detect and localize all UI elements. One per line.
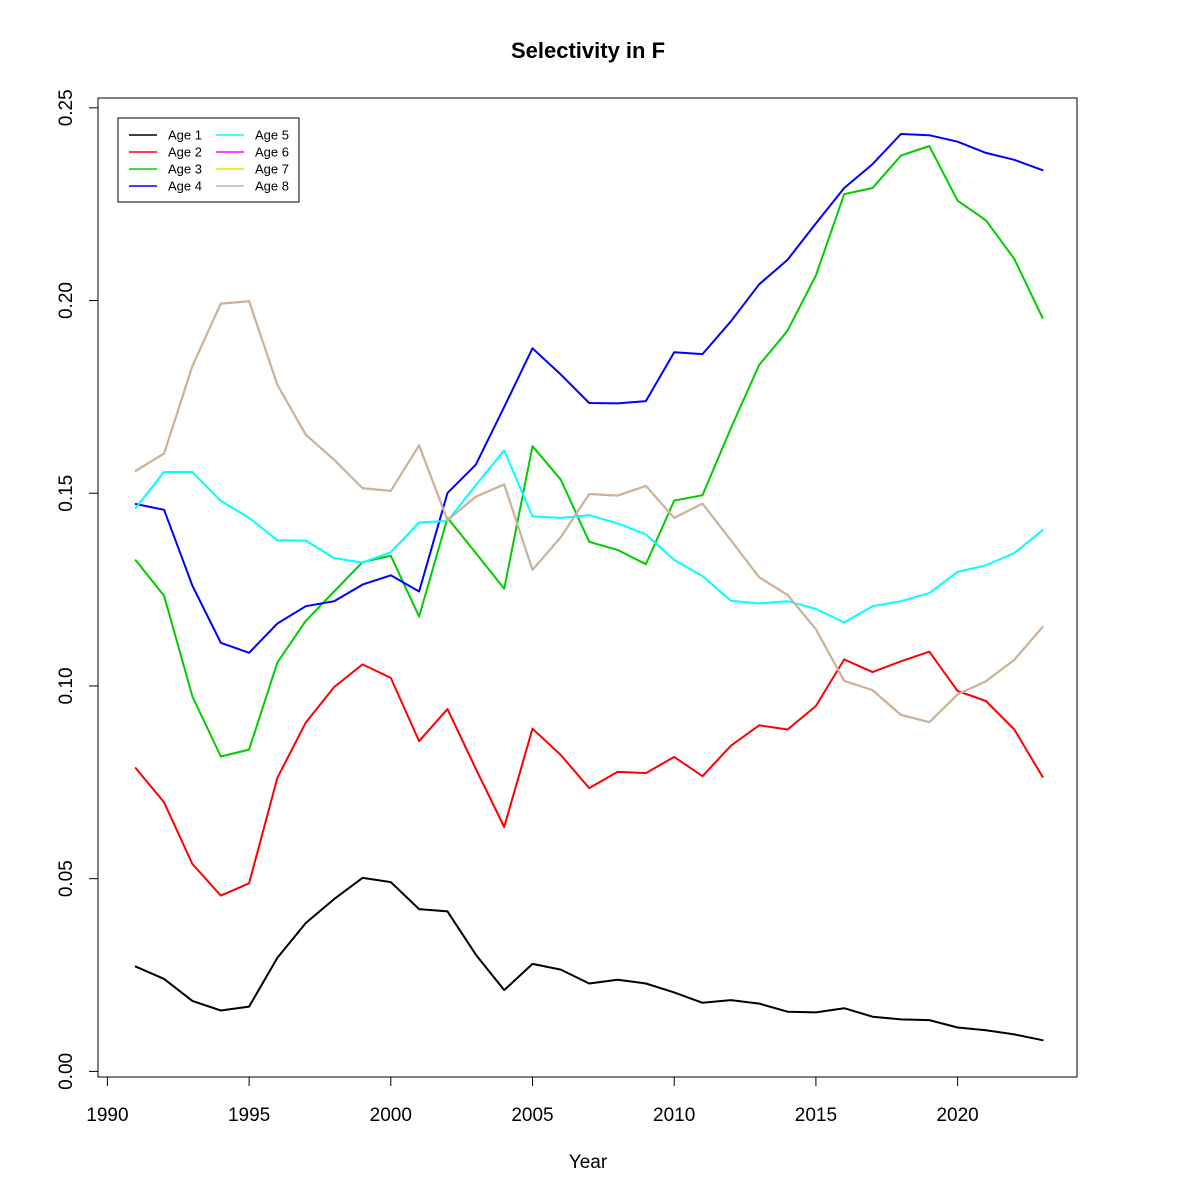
legend-label: Age 8: [255, 179, 289, 194]
legend-label: Age 5: [255, 128, 289, 143]
legend-label: Age 7: [255, 162, 289, 177]
series-line-age-3: [134, 145, 1044, 758]
x-tick-label: 1995: [228, 1105, 270, 1126]
x-tick-label: 2010: [653, 1105, 695, 1126]
series-line-age-2: [134, 650, 1044, 897]
y-tick-label: 0.00: [56, 1053, 77, 1090]
x-tick-label: 2020: [936, 1105, 978, 1126]
legend-box: [117, 117, 300, 203]
legend-label: Age 1: [168, 128, 202, 143]
y-tick-label: 0.25: [56, 89, 77, 126]
x-axis: 1990 1995 2000 2005 2010 2015 2020: [86, 1076, 979, 1126]
y-tick-label: 0.15: [56, 475, 77, 512]
y-axis: 0.00 0.05 0.10 0.15 0.20 0.25: [56, 89, 99, 1090]
series-line-age-4: [134, 133, 1044, 654]
legend-label: Age 4: [168, 179, 202, 194]
y-tick-label: 0.05: [56, 860, 77, 897]
x-tick-label: 2005: [511, 1105, 553, 1126]
series-line-age-8: [134, 300, 1044, 724]
legend-label: Age 6: [255, 145, 289, 160]
y-tick-label: 0.20: [56, 282, 77, 319]
x-tick-label: 2015: [795, 1105, 837, 1126]
series-line-age-1: [134, 876, 1044, 1042]
x-axis-title: Year: [569, 1152, 608, 1173]
legend: Age 1 Age 2 Age 3 Age 4 Age 5 Age 6 Age 7 Age 8: [117, 117, 300, 203]
x-tick-label: 2000: [370, 1105, 412, 1126]
series-line-age-5: [134, 449, 1044, 624]
chart-title: Selectivity in F: [511, 38, 665, 63]
x-tick-label: 1990: [86, 1105, 128, 1126]
series-layer: [134, 133, 1044, 1042]
legend-label: Age 2: [168, 145, 202, 160]
y-tick-label: 0.10: [56, 667, 77, 704]
legend-label: Age 3: [168, 162, 202, 177]
